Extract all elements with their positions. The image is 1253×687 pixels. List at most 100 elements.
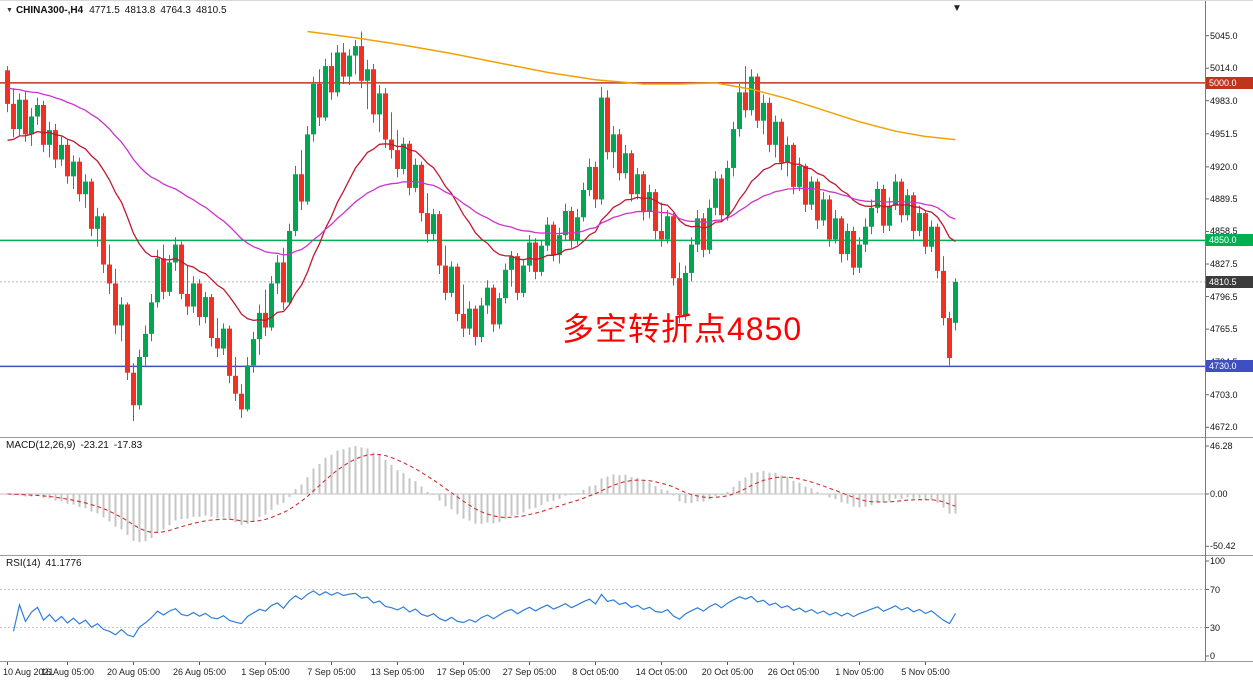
candle xyxy=(149,302,154,334)
candle xyxy=(251,339,256,366)
time-label: 27 Sep 05:00 xyxy=(502,667,557,677)
candle xyxy=(203,297,208,318)
macd-tick-label: -50.42 xyxy=(1210,541,1236,552)
candle xyxy=(449,266,454,293)
candle xyxy=(509,256,514,270)
ma-fast xyxy=(7,130,956,322)
price-tick-label: 4765.5 xyxy=(1210,324,1238,335)
candle xyxy=(131,372,136,406)
price-tick-label: 4983.0 xyxy=(1210,95,1238,106)
annotation-text[interactable]: 多空转折点4850 xyxy=(562,311,803,347)
rsi-panel xyxy=(0,589,1205,638)
symbol-dropdown-icon[interactable]: ▼ xyxy=(6,7,13,14)
candle xyxy=(89,181,94,229)
candle xyxy=(125,304,130,373)
rsi-name: RSI(14) xyxy=(6,558,41,569)
candle xyxy=(857,244,862,268)
candle xyxy=(623,153,628,174)
candle xyxy=(581,190,586,218)
candle xyxy=(719,178,724,216)
candle xyxy=(455,266,460,314)
candle xyxy=(515,256,520,293)
candle xyxy=(845,230,850,255)
price-tick-label: 4796.5 xyxy=(1210,291,1238,302)
time-label: 20 Oct 05:00 xyxy=(701,667,754,677)
macd-indicator-label: MACD(12,26,9) -23.21 -17.83 xyxy=(6,440,142,451)
candle xyxy=(533,242,538,272)
ohlc-open: 4771.5 xyxy=(89,5,120,16)
candle xyxy=(599,97,604,200)
chart-shift-marker[interactable]: ▼ xyxy=(952,3,962,14)
candle xyxy=(923,213,928,247)
candle xyxy=(737,92,742,130)
candle xyxy=(215,338,220,349)
separator-main-macd[interactable] xyxy=(0,437,1253,438)
time-label: 26 Oct 05:00 xyxy=(767,667,820,677)
price-hlines[interactable] xyxy=(0,82,1205,368)
ma-medium xyxy=(7,87,956,256)
macd-main-value: -23.21 xyxy=(80,440,109,451)
candle xyxy=(785,144,790,163)
candle xyxy=(779,121,784,163)
macd-tick-label: 0.00 xyxy=(1210,489,1228,499)
candle xyxy=(137,356,142,406)
candle xyxy=(59,144,64,160)
candle xyxy=(557,235,562,256)
candle xyxy=(665,216,670,240)
candle xyxy=(269,283,274,328)
candle xyxy=(395,150,400,169)
candle xyxy=(107,264,112,284)
candle xyxy=(569,211,574,241)
candle xyxy=(53,130,58,160)
candle xyxy=(731,129,736,168)
candle xyxy=(371,69,376,115)
rsi-indicator-label: RSI(14) 41.1776 xyxy=(6,558,82,569)
separator-rsi-timeaxis[interactable] xyxy=(0,661,1253,662)
candle xyxy=(941,270,946,319)
candle xyxy=(77,161,82,195)
price-tick-label: 5014.0 xyxy=(1210,63,1238,74)
candle xyxy=(503,269,508,299)
candle xyxy=(425,213,430,235)
ohlc-low: 4764.3 xyxy=(160,5,191,16)
price-badge-resistance: 5000.0 xyxy=(1206,76,1253,89)
candle xyxy=(797,165,802,187)
price-tick-label: 4672.0 xyxy=(1210,422,1238,433)
ohlc-close: 4810.5 xyxy=(195,5,227,16)
rsi-tick-label: 0 xyxy=(1210,651,1216,661)
candle xyxy=(593,166,598,200)
candle xyxy=(239,393,244,410)
candle xyxy=(671,216,676,279)
candle xyxy=(803,165,808,205)
candle xyxy=(701,218,706,250)
ma-slow xyxy=(307,30,956,141)
candle xyxy=(293,174,298,231)
candle xyxy=(185,293,190,307)
price-badge-support: 4730.0 xyxy=(1206,360,1253,373)
candle xyxy=(575,217,580,241)
candle xyxy=(725,167,730,216)
candle xyxy=(305,134,310,202)
candle xyxy=(413,164,418,188)
candle xyxy=(761,102,766,121)
ohlc-high: 4813.8 xyxy=(124,5,156,16)
candle xyxy=(161,258,166,292)
candle xyxy=(875,188,880,208)
candle xyxy=(479,305,484,337)
candle xyxy=(143,333,148,357)
candle xyxy=(47,130,52,145)
time-label: 14 Oct 05:00 xyxy=(635,667,688,677)
candle xyxy=(155,258,160,303)
candle xyxy=(287,230,292,303)
candle xyxy=(485,287,490,306)
separator-macd-rsi[interactable] xyxy=(0,555,1253,556)
candle xyxy=(281,262,286,303)
candle xyxy=(317,83,322,118)
candle xyxy=(23,99,28,135)
candle xyxy=(233,375,238,394)
candle xyxy=(791,144,796,187)
macd-name: MACD(12,26,9) xyxy=(6,440,76,451)
candle xyxy=(551,224,556,256)
candle xyxy=(437,214,442,266)
